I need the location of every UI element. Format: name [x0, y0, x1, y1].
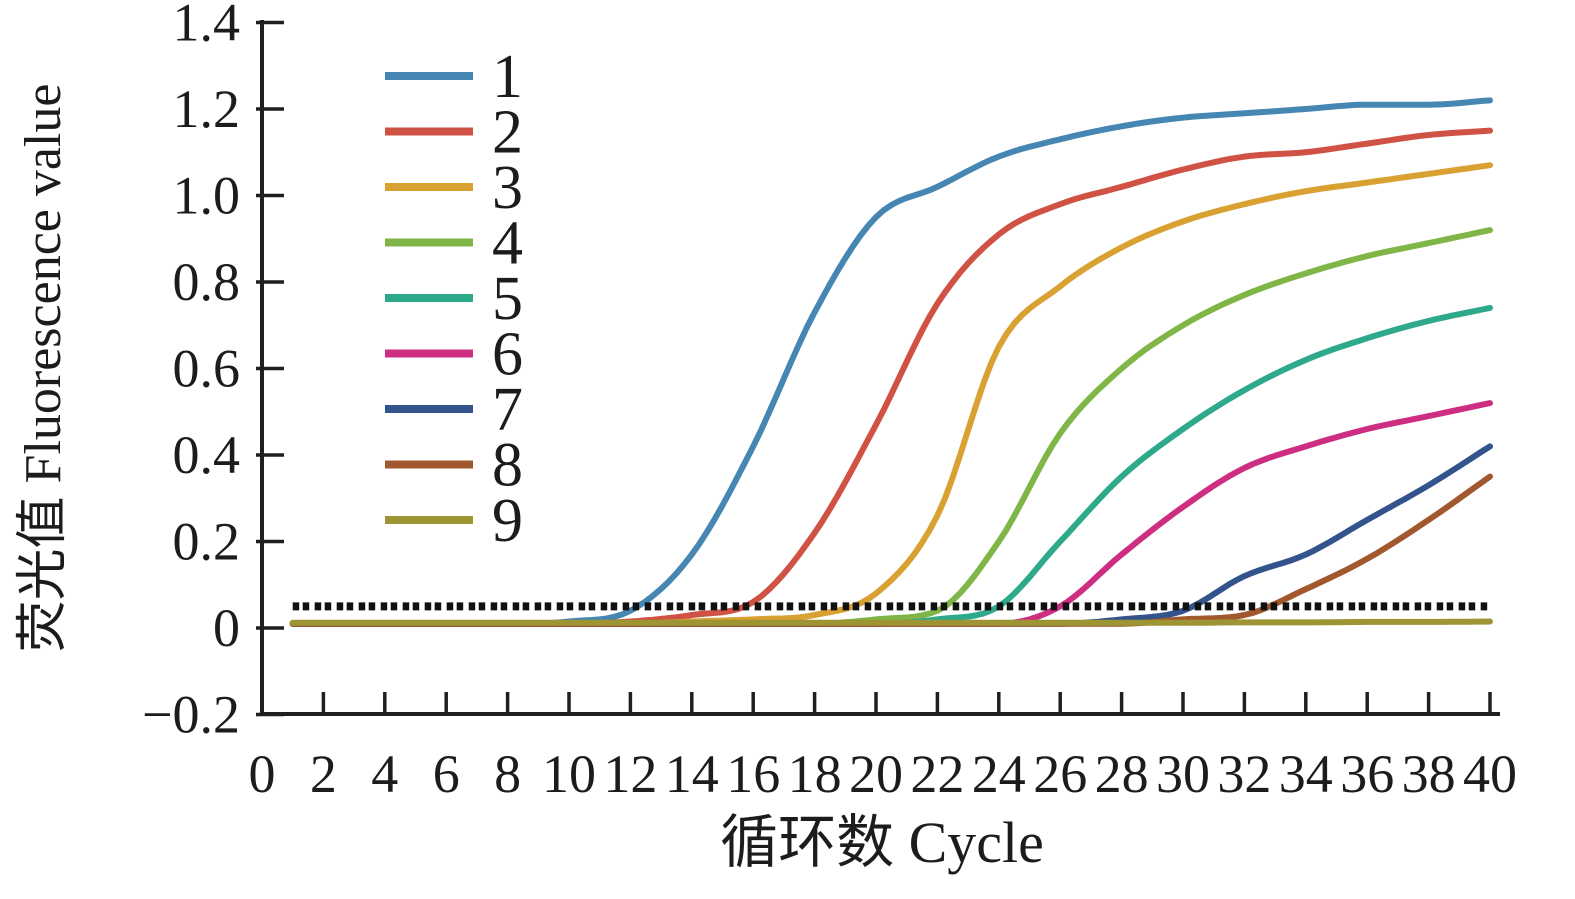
- y-tick-label: −0.2: [142, 685, 240, 745]
- legend-label-7: 7: [492, 376, 523, 444]
- legend-label-8: 8: [492, 432, 523, 500]
- x-tick-label: 14: [665, 744, 719, 804]
- x-axis-title: 循环数 Cycle: [720, 810, 1044, 875]
- x-tick-label: 18: [788, 744, 842, 804]
- y-tick-label: 0.8: [173, 252, 241, 312]
- x-tick-label: 40: [1463, 744, 1517, 804]
- x-tick-label: 12: [603, 744, 657, 804]
- y-tick-label: 0.6: [173, 339, 241, 399]
- x-tick-label: 2: [310, 744, 337, 804]
- x-tick-label: 4: [371, 744, 398, 804]
- x-tick-label: 0: [249, 744, 276, 804]
- y-tick-label: 0.4: [173, 425, 241, 485]
- x-tick-label: 24: [972, 744, 1026, 804]
- y-tick-label: 0: [213, 598, 240, 658]
- legend-label-5: 5: [492, 265, 523, 333]
- series-line-9: [289, 618, 1493, 626]
- series-line-6: [289, 400, 1493, 627]
- series-line-4: [289, 227, 1493, 627]
- x-tick-label: 30: [1156, 744, 1210, 804]
- y-tick-label: 1.2: [173, 79, 241, 139]
- x-tick-label: 28: [1095, 744, 1149, 804]
- x-tick-label: 32: [1217, 744, 1271, 804]
- series-line-7: [289, 443, 1493, 627]
- x-tick-label: 26: [1033, 744, 1087, 804]
- y-tick-label: 1.4: [173, 0, 241, 53]
- x-tick-label: 10: [542, 744, 596, 804]
- legend-label-4: 4: [492, 210, 523, 278]
- y-tick-label: 0.2: [173, 512, 241, 572]
- legend-label-3: 3: [492, 154, 523, 222]
- x-tick-label: 36: [1340, 744, 1394, 804]
- legend-label-1: 1: [492, 43, 523, 111]
- series-line-1: [289, 97, 1493, 627]
- x-tick-label: 38: [1402, 744, 1456, 804]
- plot-area: 1.41.21.00.80.60.40.20−0.20 2 4 6 8 10 12 14 16 1…: [142, 0, 1517, 804]
- legend-label-2: 2: [492, 99, 523, 167]
- legend-label-9: 9: [492, 487, 523, 555]
- x-tick-label: 22: [910, 744, 964, 804]
- x-tick-label: 6: [433, 744, 460, 804]
- x-tick-label: 34: [1279, 744, 1333, 804]
- legend-label-6: 6: [492, 321, 523, 389]
- y-axis-title: 荧光值 Fluorescence value: [15, 84, 72, 653]
- x-tick-label: 20: [849, 744, 903, 804]
- x-tick-label: 8: [494, 744, 521, 804]
- y-tick-label: 1.0: [173, 166, 241, 226]
- x-tick-label: 16: [726, 744, 780, 804]
